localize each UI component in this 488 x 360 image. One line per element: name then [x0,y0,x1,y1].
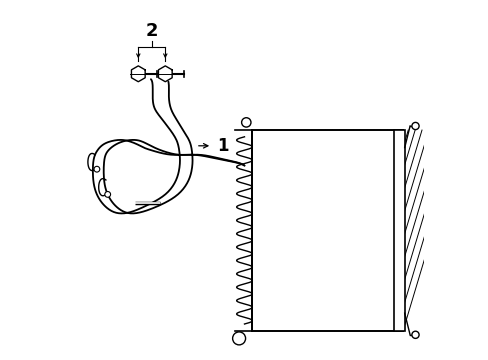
Polygon shape [158,66,172,82]
Text: 2: 2 [145,22,158,40]
Circle shape [411,331,418,338]
Bar [251,130,402,331]
Circle shape [94,166,100,172]
Text: 1: 1 [217,137,228,155]
Circle shape [104,192,110,197]
Circle shape [232,332,245,345]
Circle shape [411,122,418,130]
Polygon shape [131,66,145,82]
Circle shape [241,118,250,127]
Bar [393,130,404,331]
